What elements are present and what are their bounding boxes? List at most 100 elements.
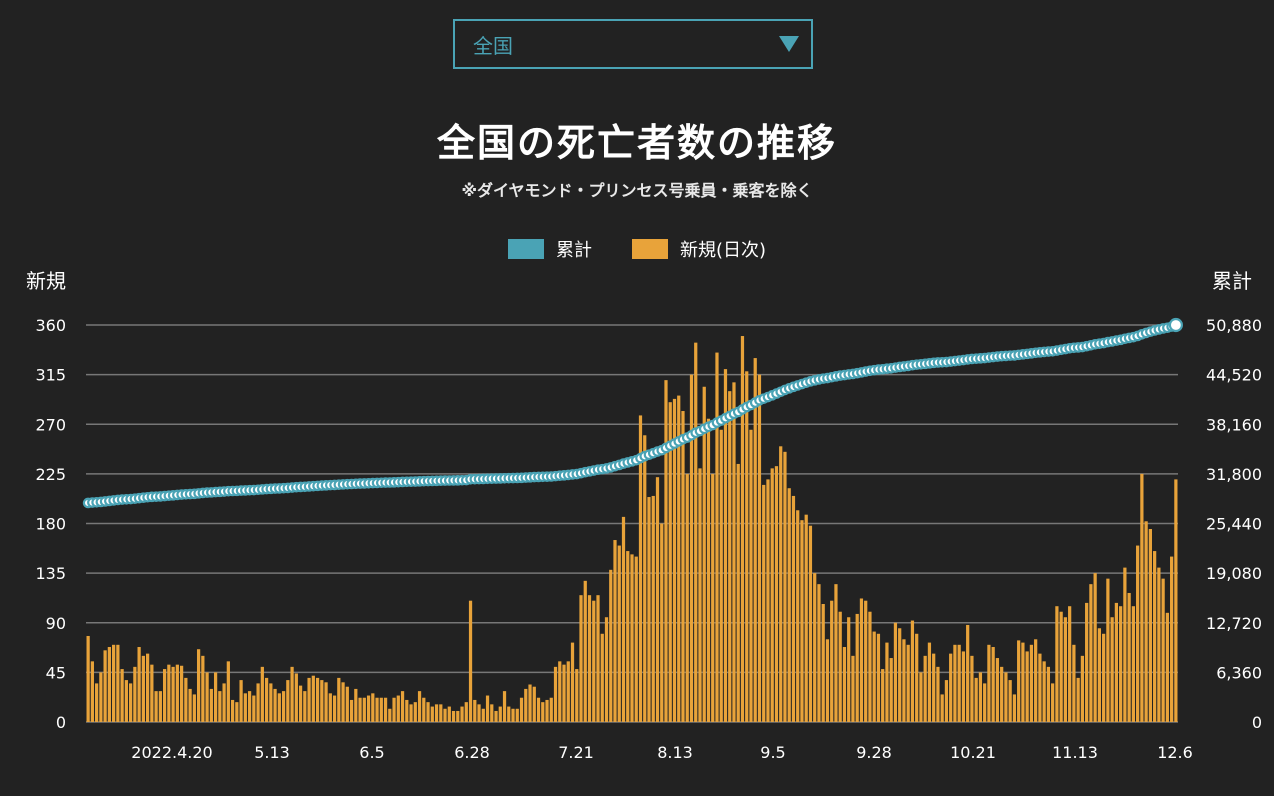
daily-bar xyxy=(511,708,515,722)
daily-bar xyxy=(201,655,205,722)
daily-bar xyxy=(570,642,575,722)
daily-bar xyxy=(273,688,277,722)
legend-item-daily: 新規(日次) xyxy=(631,236,766,262)
daily-bar xyxy=(154,691,158,722)
cumulative-line xyxy=(82,317,1183,509)
daily-bar xyxy=(906,644,910,722)
left-tick-label: 225 xyxy=(35,465,66,484)
chart-legend: 累計 新規(日次) xyxy=(0,236,1274,262)
daily-bar xyxy=(859,598,864,722)
daily-bar xyxy=(413,702,417,722)
x-tick-label: 12.6 xyxy=(1157,743,1193,762)
daily-bar xyxy=(502,691,507,722)
daily-bar xyxy=(902,639,906,722)
daily-bar xyxy=(779,446,783,722)
daily-bar xyxy=(388,708,392,722)
daily-bar xyxy=(1004,672,1008,722)
daily-bar xyxy=(192,694,196,722)
daily-bar xyxy=(1046,666,1051,722)
region-select[interactable]: 全国 xyxy=(453,19,813,69)
daily-bar xyxy=(371,693,375,722)
left-axis-ticks: 0 45 90 135 180 225 270 315 360 xyxy=(35,316,66,732)
daily-bar xyxy=(209,688,213,722)
daily-bar xyxy=(804,514,808,722)
daily-bar xyxy=(162,669,167,722)
daily-bar xyxy=(362,697,366,722)
daily-bar xyxy=(1123,567,1127,722)
daily-bar xyxy=(587,595,592,722)
daily-bar xyxy=(498,706,502,722)
daily-bar xyxy=(970,655,974,722)
daily-bar xyxy=(681,411,685,722)
daily-bar xyxy=(409,704,413,722)
dropdown-arrow-icon[interactable] xyxy=(779,36,799,52)
daily-bar xyxy=(957,644,961,722)
daily-bar xyxy=(86,635,90,722)
daily-bar xyxy=(783,451,787,722)
x-tick-label: 2022.4.20 xyxy=(131,743,212,762)
legend-label-cumulative: 累計 xyxy=(555,240,592,261)
daily-bar xyxy=(464,702,468,722)
daily-bar xyxy=(898,628,902,722)
daily-bar xyxy=(995,658,1000,722)
daily-bar xyxy=(868,611,872,722)
daily-bar xyxy=(583,580,587,722)
daily-bar xyxy=(796,510,800,722)
daily-bar xyxy=(354,688,358,722)
right-tick-label: 38,160 xyxy=(1206,415,1262,434)
daily-bar xyxy=(592,600,596,722)
daily-bar xyxy=(651,495,655,722)
daily-bar xyxy=(485,695,490,722)
daily-bar xyxy=(808,525,813,722)
daily-bar xyxy=(889,658,893,722)
daily-bar xyxy=(434,704,439,722)
daily-bar xyxy=(99,672,103,722)
daily-bar xyxy=(949,653,953,722)
daily-bar xyxy=(158,691,162,722)
daily-bar xyxy=(677,395,681,722)
region-select-value: 全国 xyxy=(473,33,513,58)
daily-bar xyxy=(1076,677,1080,722)
daily-bar xyxy=(1140,473,1144,722)
left-tick-label: 360 xyxy=(35,316,66,335)
daily-bar xyxy=(915,633,919,722)
daily-bar xyxy=(294,673,298,722)
daily-bar xyxy=(107,647,111,722)
daily-bar xyxy=(243,693,247,722)
daily-bar xyxy=(281,691,286,722)
daily-bar xyxy=(842,647,847,722)
daily-bar xyxy=(1008,680,1012,722)
daily-bar xyxy=(286,680,290,722)
daily-bar xyxy=(328,693,332,722)
daily-bar xyxy=(987,644,991,722)
x-tick-label: 5.13 xyxy=(254,743,290,762)
daily-bar xyxy=(222,683,226,722)
daily-bar xyxy=(1093,573,1097,722)
daily-bar xyxy=(311,675,315,722)
daily-bar xyxy=(1127,592,1131,722)
daily-bar xyxy=(494,710,498,722)
daily-bar xyxy=(1068,606,1072,722)
daily-bar xyxy=(252,695,256,722)
daily-bar xyxy=(910,620,915,722)
x-tick-label: 8.13 xyxy=(657,743,693,762)
daily-bar xyxy=(379,697,383,722)
daily-bar xyxy=(1055,606,1059,722)
daily-bar xyxy=(332,695,337,722)
daily-bar xyxy=(426,702,430,722)
daily-bar xyxy=(1017,640,1021,722)
daily-bar xyxy=(660,523,664,722)
daily-bar xyxy=(218,691,222,722)
daily-bar xyxy=(349,699,354,722)
daily-bar xyxy=(647,497,651,722)
daily-bar xyxy=(604,617,609,722)
daily-bar xyxy=(120,669,124,722)
daily-bar xyxy=(600,633,604,722)
right-tick-label: 12,720 xyxy=(1206,614,1262,633)
daily-bar xyxy=(617,545,621,722)
daily-bar xyxy=(358,697,362,722)
right-tick-label: 0 xyxy=(1252,713,1262,732)
daily-bar xyxy=(626,551,630,722)
daily-bar xyxy=(711,473,715,722)
